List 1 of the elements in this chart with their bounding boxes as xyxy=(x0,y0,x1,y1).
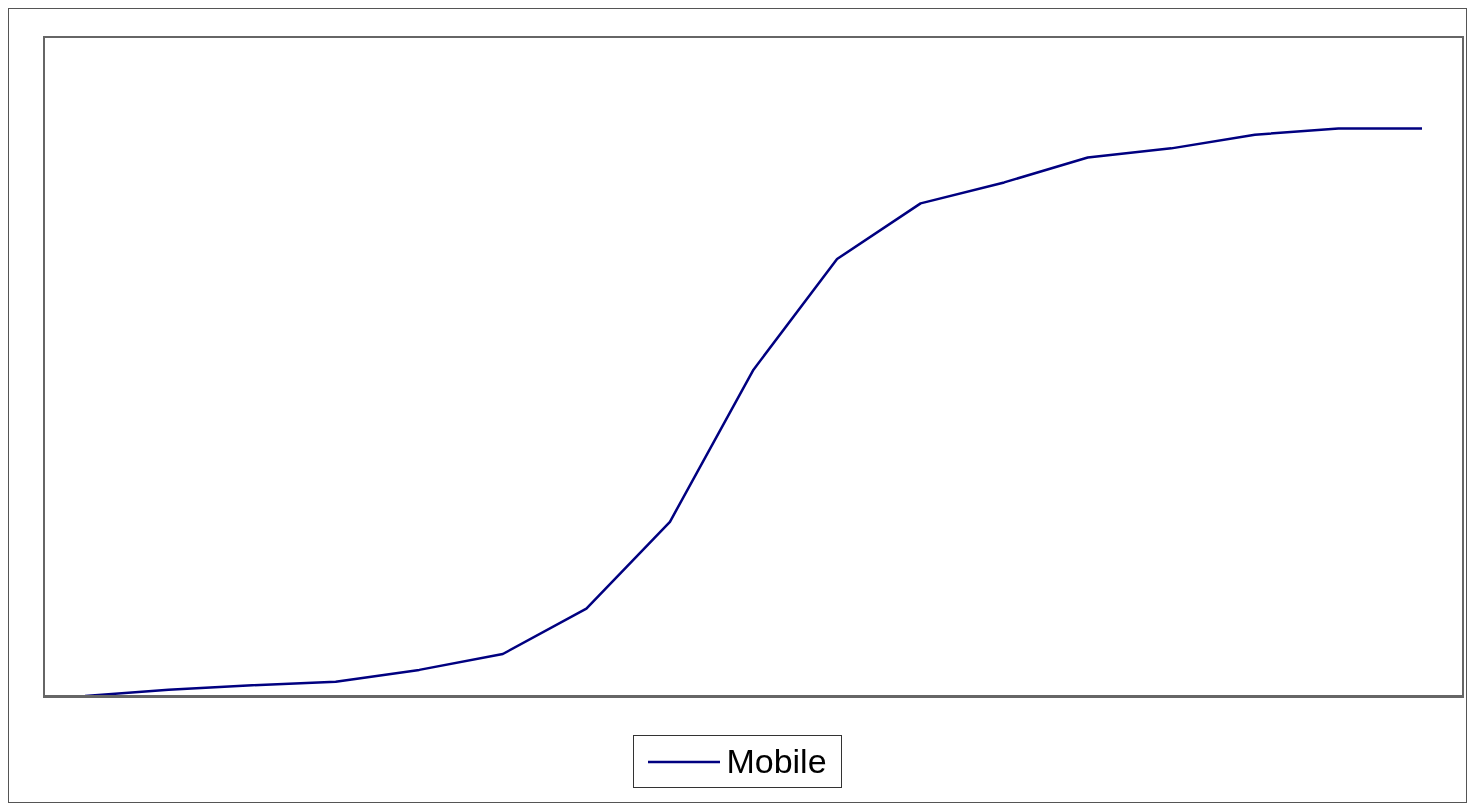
legend-label: Mobile xyxy=(726,742,827,781)
